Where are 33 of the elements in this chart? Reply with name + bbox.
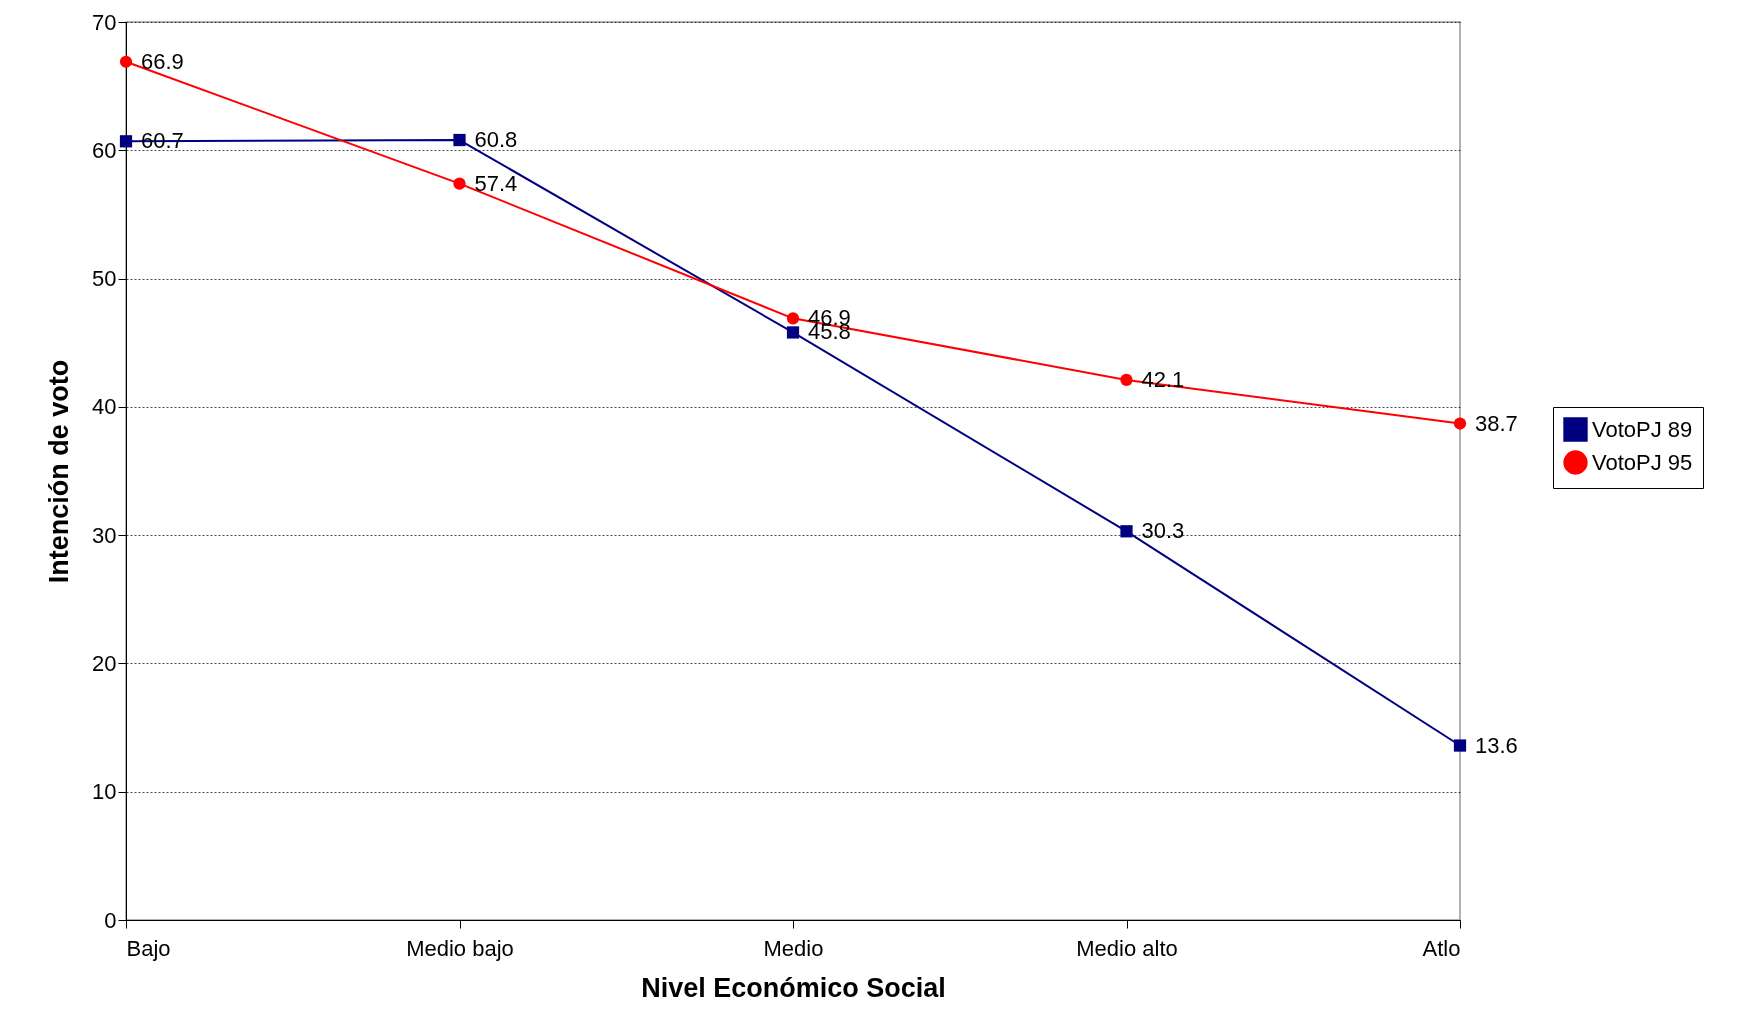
data-label: 66.9 — [141, 48, 184, 74]
x-tick-label: Atlo — [1422, 935, 1461, 961]
legend-label: VotoPJ 95 — [1592, 449, 1693, 475]
y-tick-label: 0 — [104, 907, 117, 933]
x-tick-label: Bajo — [126, 935, 171, 961]
x-tick-label: Medio bajo — [406, 935, 514, 961]
point — [1453, 417, 1467, 430]
point — [119, 135, 133, 148]
point — [1453, 739, 1467, 752]
legend-label: VotoPJ 89 — [1592, 416, 1693, 442]
data-label: 38.7 — [1475, 410, 1518, 436]
x-tick-label: Medio alto — [1076, 935, 1178, 961]
y-tick-label: 50 — [92, 266, 117, 292]
point — [119, 55, 133, 68]
point — [1120, 373, 1133, 387]
point — [453, 177, 466, 190]
y-tick-label: 20 — [92, 650, 117, 676]
point — [786, 312, 800, 325]
data-label: 30.3 — [1141, 518, 1185, 544]
y-tick-label: 30 — [92, 522, 117, 548]
x-axis-title: Nivel Económico Social — [641, 972, 946, 1003]
data-label: 13.6 — [1475, 732, 1518, 758]
y-axis-title: Intención de voto — [44, 359, 75, 584]
x-tick-label: Medio — [763, 935, 824, 961]
y-tick-label: 60 — [92, 137, 117, 163]
y-tick-label: 10 — [92, 779, 117, 805]
point — [1120, 525, 1133, 538]
point — [786, 326, 800, 339]
y-tick-label: 70 — [92, 9, 117, 35]
y-tick-label: 40 — [92, 394, 117, 420]
data-label: 57.4 — [474, 170, 518, 196]
data-label: 60.8 — [474, 127, 518, 153]
point — [453, 133, 466, 147]
